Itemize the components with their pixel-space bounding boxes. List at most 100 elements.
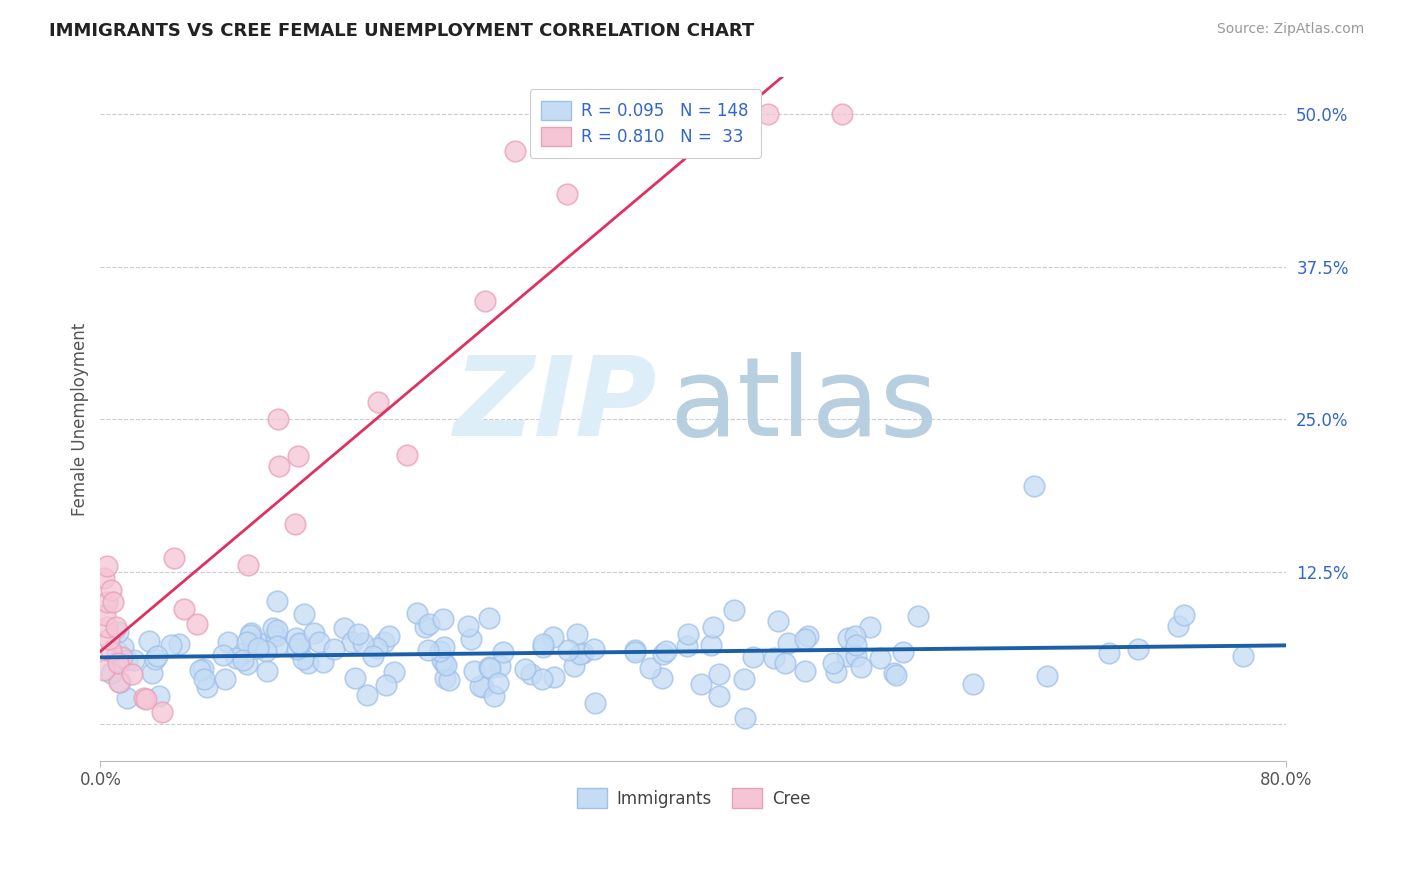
Point (531, 637, 554, 651)
Point (583, 697, 606, 711)
Point (235, 657, 257, 671)
Point (256, 665, 278, 679)
Point (284, 632, 307, 646)
Point (107, 654, 129, 668)
Point (907, 608, 929, 623)
Point (689, 677, 711, 691)
Point (572, 646, 595, 660)
Point (845, 638, 868, 652)
Point (292, 607, 315, 622)
Point (232, 646, 254, 660)
Point (460, 632, 482, 646)
Text: IMMIGRANTS VS CREE FEMALE UNEMPLOYMENT CORRELATION CHART: IMMIGRANTS VS CREE FEMALE UNEMPLOYMENT C… (49, 22, 755, 40)
Point (1126, 642, 1149, 657)
Point (430, 653, 453, 667)
Point (267, 412, 290, 426)
Point (1036, 669, 1059, 683)
Point (845, 648, 868, 663)
Point (141, 665, 163, 680)
Point (433, 640, 456, 654)
Point (543, 671, 565, 685)
Point (302, 626, 325, 640)
Point (254, 644, 277, 658)
Point (434, 671, 457, 685)
Point (382, 665, 405, 679)
Point (562, 659, 585, 673)
Point (212, 648, 235, 662)
Point (489, 658, 512, 673)
Point (104, 620, 127, 634)
Point (308, 635, 330, 649)
Point (773, 656, 796, 670)
Point (429, 644, 451, 658)
Point (513, 661, 536, 675)
Point (148, 689, 170, 703)
Point (240, 625, 263, 640)
Point (115, 653, 138, 667)
Point (186, 617, 208, 632)
Point (266, 594, 288, 608)
Point (859, 620, 882, 634)
Point (492, 645, 515, 659)
Point (733, 672, 755, 686)
Point (191, 661, 214, 675)
Point (143, 651, 166, 665)
Point (152, 705, 174, 719)
Point (776, 636, 799, 650)
Point (844, 629, 866, 643)
Point (375, 677, 398, 691)
Point (883, 666, 905, 681)
Point (1098, 646, 1121, 660)
Point (434, 658, 457, 673)
Point (418, 616, 440, 631)
Point (163, 551, 186, 566)
Point (652, 647, 675, 661)
Point (457, 619, 479, 633)
Point (236, 558, 259, 572)
Point (756, 107, 779, 121)
Point (145, 648, 167, 663)
Point (96, 558, 118, 573)
Point (236, 634, 259, 648)
Point (478, 611, 501, 625)
Point (723, 603, 745, 617)
Point (93, 663, 115, 677)
Point (416, 643, 439, 657)
Point (225, 651, 247, 665)
Point (700, 638, 723, 652)
Point (356, 688, 378, 702)
Point (284, 516, 307, 531)
Point (962, 677, 984, 691)
Legend: Immigrants, Cree: Immigrants, Cree (569, 781, 817, 814)
Point (837, 631, 859, 645)
Point (766, 614, 789, 628)
Point (323, 642, 346, 657)
Point (264, 630, 287, 644)
Point (624, 645, 647, 659)
Point (266, 624, 288, 638)
Point (96, 620, 118, 634)
Point (264, 628, 287, 642)
Point (378, 629, 401, 643)
Point (763, 650, 786, 665)
Point (108, 675, 131, 690)
Point (891, 645, 914, 659)
Point (709, 667, 731, 681)
Point (247, 641, 270, 656)
Point (557, 643, 579, 657)
Point (849, 660, 872, 674)
Point (569, 647, 592, 661)
Point (638, 661, 661, 675)
Point (218, 635, 240, 649)
Point (100, 644, 122, 658)
Point (138, 634, 160, 648)
Point (135, 691, 157, 706)
Point (707, 689, 730, 703)
Point (676, 627, 699, 641)
Point (100, 583, 122, 598)
Point (285, 642, 308, 657)
Point (232, 652, 254, 666)
Point (794, 664, 817, 678)
Point (342, 635, 364, 649)
Point (297, 656, 319, 670)
